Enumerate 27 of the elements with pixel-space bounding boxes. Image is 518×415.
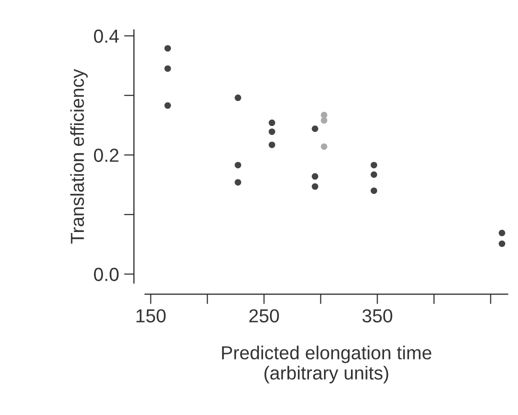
x-tick-label: 150 xyxy=(136,309,166,322)
point xyxy=(370,171,378,178)
point xyxy=(370,162,378,168)
text: 0.0 xyxy=(94,268,119,282)
point xyxy=(164,65,171,72)
point xyxy=(312,126,318,132)
point xyxy=(234,94,242,102)
point xyxy=(164,45,171,52)
point xyxy=(164,102,171,109)
point xyxy=(320,117,328,124)
point xyxy=(312,173,318,180)
y-axis-title: Translation efficiency xyxy=(70,68,88,244)
x-axis-title: Predicted elongation time (arbitrary units) xyxy=(222,346,432,384)
point xyxy=(234,162,242,168)
x-tick-label: 250 xyxy=(249,309,279,322)
point xyxy=(234,179,242,186)
point xyxy=(498,240,506,247)
point xyxy=(268,120,276,126)
point xyxy=(370,187,378,194)
point xyxy=(498,230,506,236)
point xyxy=(268,142,276,148)
y-tick-label: 0.2 xyxy=(94,148,118,162)
point xyxy=(320,143,328,150)
point xyxy=(268,128,276,135)
x-tick-label: 350 xyxy=(362,309,392,322)
point xyxy=(312,183,318,190)
y-tick-label: 0.4 xyxy=(94,30,119,43)
